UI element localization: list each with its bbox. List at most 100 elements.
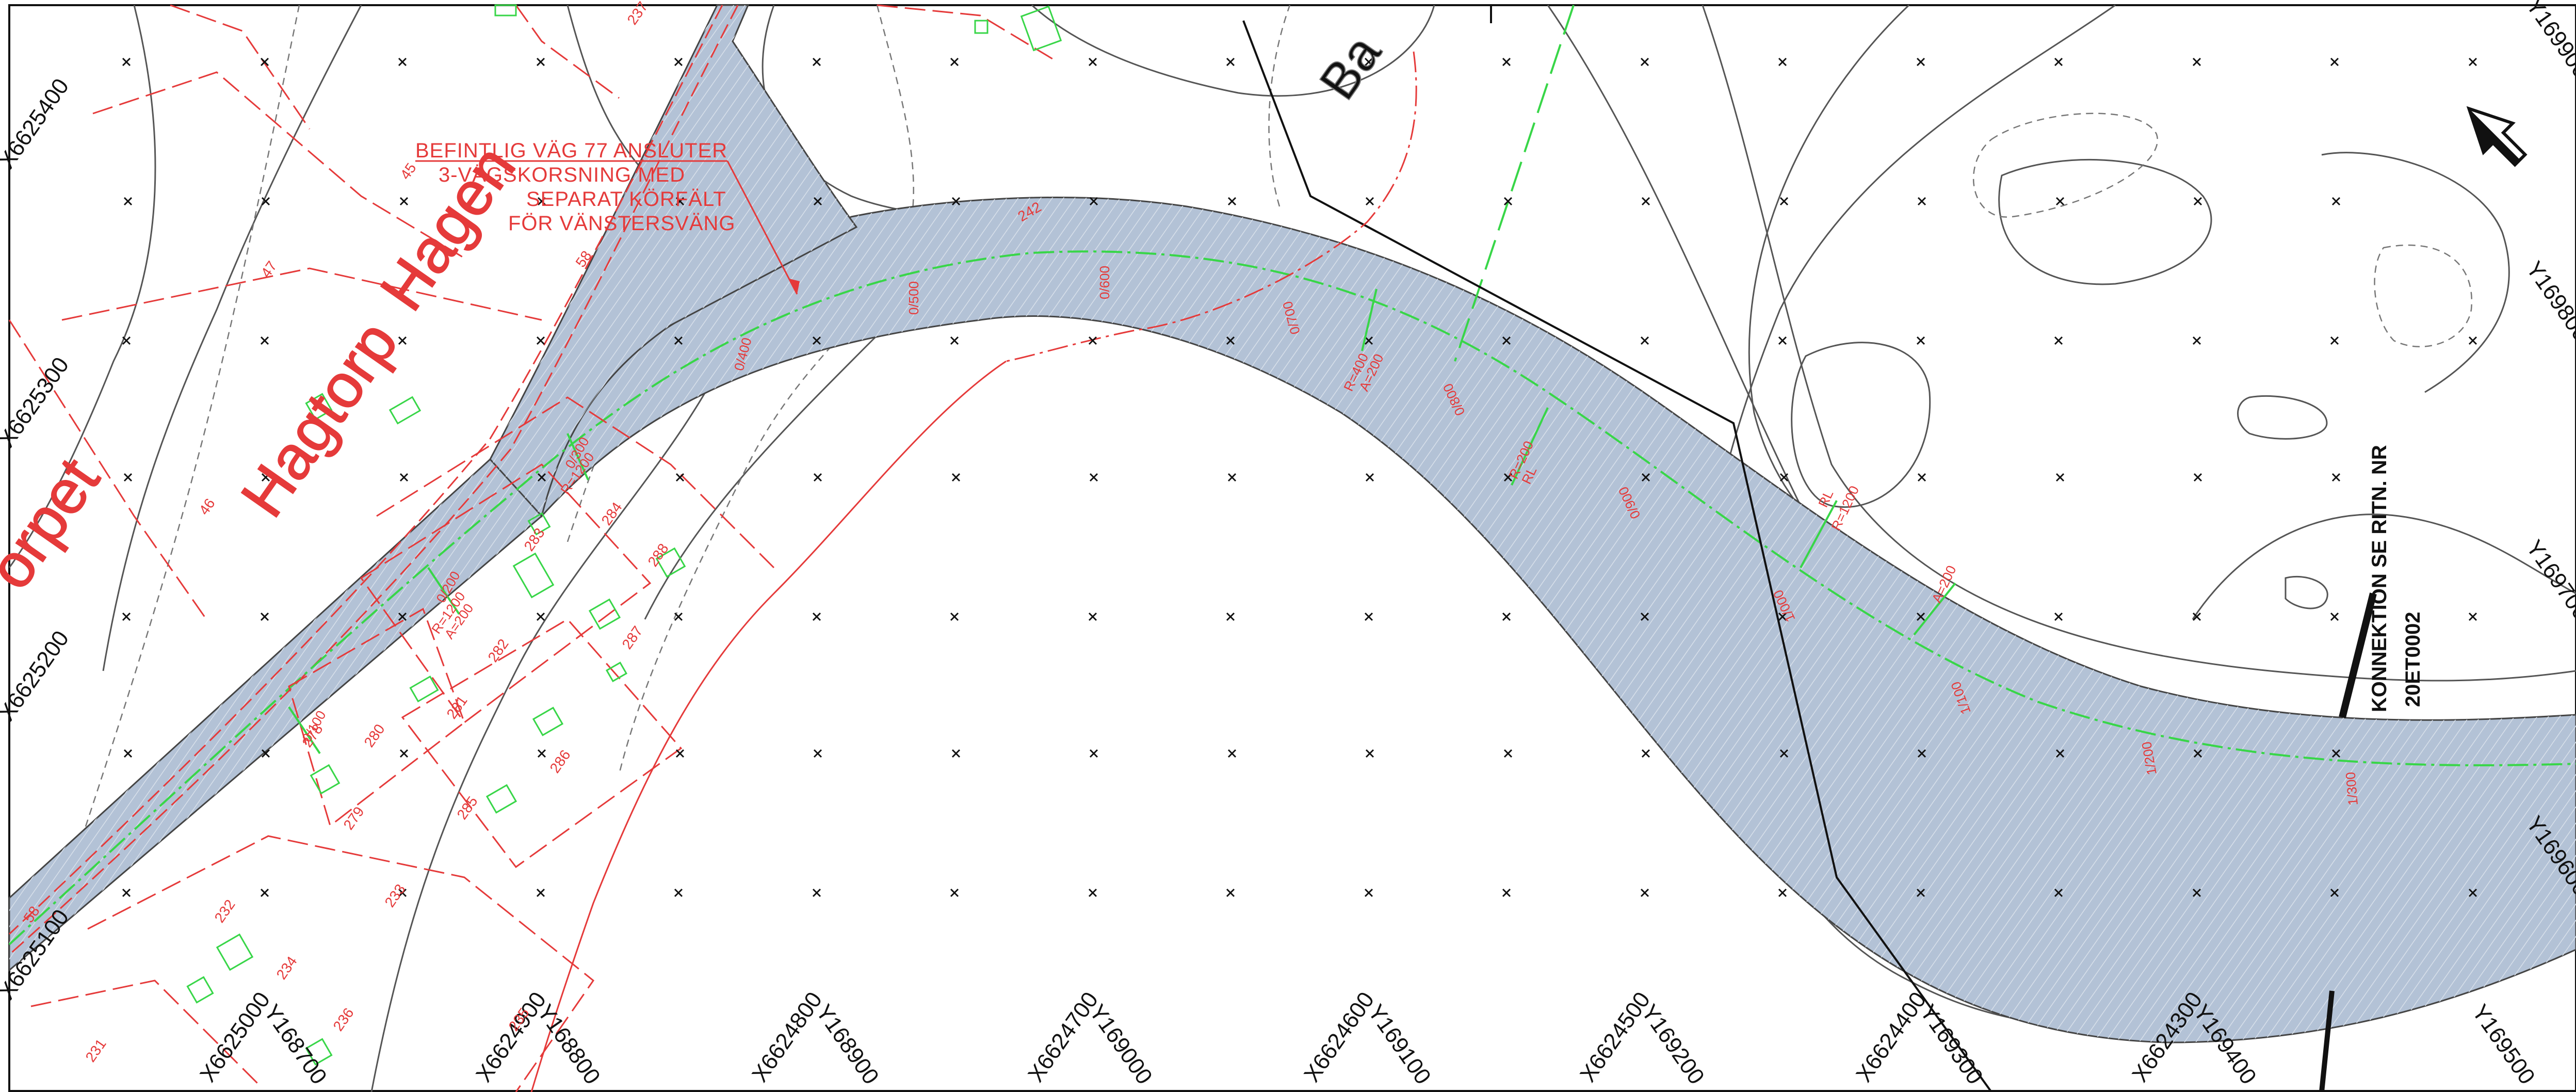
grid-cross	[950, 612, 959, 621]
grid-cross	[1916, 888, 1925, 897]
grid-cross	[2192, 336, 2201, 345]
y-coord-168900: Y168900	[811, 1000, 884, 1089]
grid-cross	[812, 57, 821, 67]
connection-note: KONNEKTION SE RITN. NR 20ET0002	[2368, 445, 2424, 712]
x-coord-6624500: X6624500	[1575, 987, 1655, 1086]
x-coord-6624800: X6624800	[747, 987, 827, 1086]
grid-cross	[2330, 612, 2339, 621]
grid-cross	[1640, 57, 1649, 67]
plot-number: 233	[382, 881, 409, 910]
grid-cross	[1502, 57, 1511, 67]
x-coord-6625300: X6625300	[0, 352, 74, 452]
grid-cross	[2054, 612, 2063, 621]
x-coord-6624600: X6624600	[1299, 987, 1379, 1086]
grid-cross	[1226, 888, 1235, 897]
grid-cross	[122, 57, 131, 67]
station-label: 0/600	[1097, 266, 1112, 299]
grid-cross	[950, 57, 959, 67]
grid-cross	[951, 749, 961, 758]
grid-cross	[951, 473, 961, 482]
plot-number: 236	[330, 1005, 357, 1034]
grid-cross	[1364, 888, 1373, 897]
x-coord-6625000: X6625000	[195, 987, 275, 1086]
y-coord-168800: Y168800	[532, 1000, 605, 1089]
x-coord-6625200: X6625200	[0, 626, 74, 725]
grid-cross	[399, 473, 409, 482]
grid-cross	[1502, 336, 1511, 345]
grid-cross	[123, 473, 133, 482]
grid-cross	[2054, 336, 2063, 345]
alignment-centerline	[8, 250, 2576, 945]
plot-number: 45	[397, 160, 419, 182]
grid-cross	[1503, 197, 1513, 206]
grid-cross	[1917, 197, 1926, 206]
grid-cross	[1226, 336, 1235, 345]
grid-cross	[812, 888, 821, 897]
grid-cross	[2193, 749, 2202, 758]
grid-cross	[951, 197, 961, 206]
grid-cross	[2192, 888, 2201, 897]
y-coord-169200: Y169200	[1637, 1000, 1709, 1089]
grid-cross	[260, 888, 269, 897]
grid-cross	[2192, 57, 2201, 67]
plot-number: 284	[598, 499, 625, 528]
plot-number: 47	[258, 258, 280, 280]
grid-cross	[398, 336, 407, 345]
grid-cross	[674, 336, 683, 345]
grid-cross	[1365, 473, 1374, 482]
grid-cross	[2331, 197, 2341, 206]
grid-cross	[2330, 57, 2339, 67]
grid-cross	[1088, 57, 1097, 67]
grid-cross	[1364, 336, 1373, 345]
grid-cross	[123, 197, 133, 206]
grid-cross	[260, 57, 269, 67]
grid-cross	[2054, 57, 2063, 67]
grid-cross	[536, 57, 545, 67]
grid-cross	[1641, 197, 1650, 206]
x-coord-6624400: X6624400	[1851, 987, 1931, 1086]
grid-cross	[813, 473, 822, 482]
x-coord-6624700: X6624700	[1023, 987, 1103, 1086]
y-coord-169800: Y169800	[2521, 257, 2576, 346]
grid-cross	[2331, 473, 2341, 482]
grid-cross	[537, 749, 546, 758]
grid-cross	[536, 336, 545, 345]
grid-cross	[261, 473, 270, 482]
grid-cross	[1779, 197, 1789, 206]
grid-cross	[674, 612, 683, 621]
grid-crosses	[122, 57, 2477, 897]
grid-cross	[536, 612, 545, 621]
y-coord-169700: Y169700	[2521, 536, 2576, 624]
grid-cross	[1227, 473, 1237, 482]
grid-cross	[1089, 197, 1098, 206]
property-boundary-road	[530, 360, 1007, 1092]
grid-cross	[1778, 612, 1787, 621]
plot-number: 286	[547, 747, 574, 776]
plot-number: 46	[196, 495, 218, 518]
grid-cross	[812, 612, 821, 621]
y-coord-169000: Y169000	[1084, 1000, 1157, 1089]
grid-cross	[813, 749, 822, 758]
grid-cross	[1089, 473, 1098, 482]
grid-cross	[2193, 473, 2202, 482]
plot-number: 285	[454, 793, 481, 822]
plot-number: 234	[273, 953, 300, 982]
grid-cross	[1089, 749, 1098, 758]
map-frame	[8, 4, 2576, 1092]
grid-cross	[261, 197, 270, 206]
note-line-2: 3-VÄGSKORSNING MED	[439, 164, 685, 186]
grid-cross	[398, 57, 407, 67]
grid-cross	[1640, 336, 1649, 345]
plot-number: 232	[212, 896, 238, 925]
plot-number: 231	[83, 1036, 109, 1065]
station-label: 0/500	[906, 281, 921, 315]
grid-cross	[398, 612, 407, 621]
x-coord-6624900: X6624900	[471, 987, 551, 1086]
grid-cross	[398, 888, 407, 897]
grid-cross	[2055, 197, 2065, 206]
grid-cross	[1227, 749, 1237, 758]
grid-cross	[1502, 612, 1511, 621]
note-line-3: SEPARAT KÖRFÄLT	[526, 188, 726, 211]
grid-cross	[123, 749, 133, 758]
grid-cross	[675, 473, 685, 482]
